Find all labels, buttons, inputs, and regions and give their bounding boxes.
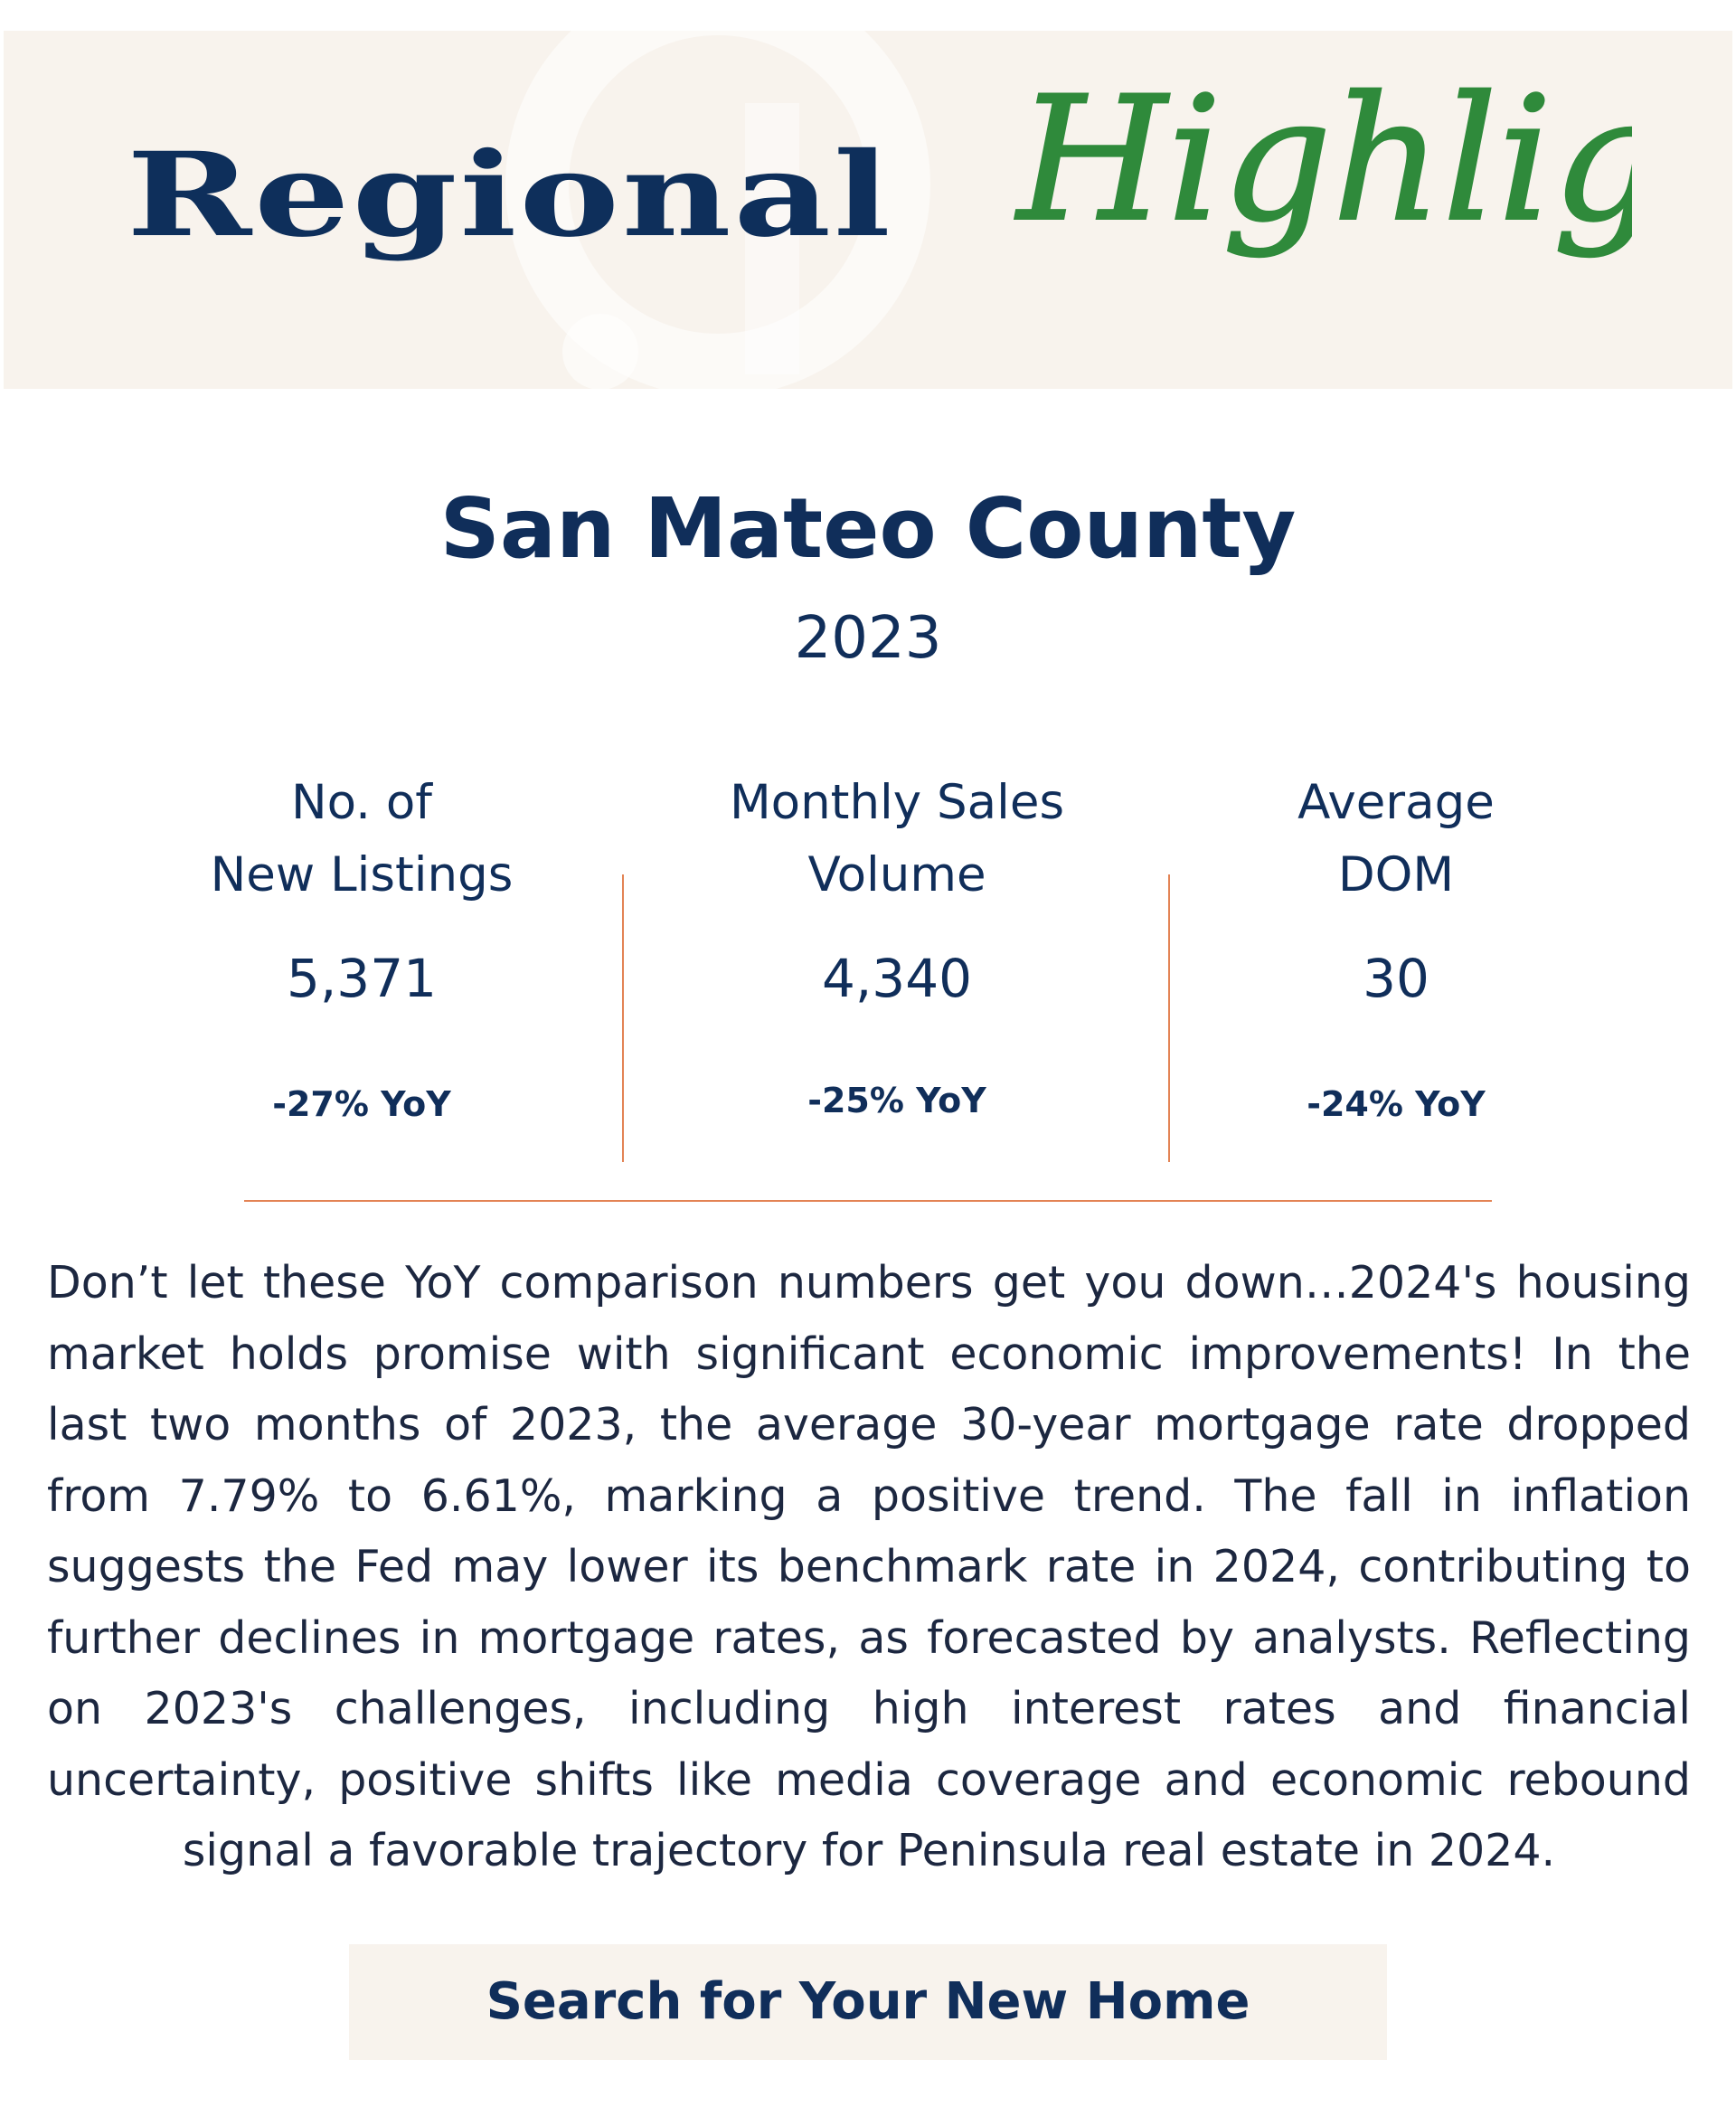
section-divider [244, 1200, 1492, 1202]
page-title: San Mateo County [439, 480, 1297, 577]
stat-new-listings: No. of New Listings 5,371 -27% YoY [108, 767, 615, 1127]
banner-regional-word: Regional [127, 128, 893, 263]
stat-yoy-change: -27% YoY [272, 1084, 451, 1124]
monogram-watermark-icon [505, 31, 930, 389]
column-divider [622, 874, 624, 1162]
report-year: 2023 [794, 605, 942, 672]
stat-label: Monthly Sales Volume [729, 775, 1065, 902]
column-divider [1168, 874, 1170, 1162]
stat-label: Average DOM [1297, 775, 1495, 902]
stat-average-dom: Average DOM 30 -24% YoY [1143, 767, 1649, 1127]
stat-value: 30 [1363, 948, 1429, 1009]
stat-label: No. of New Listings [210, 775, 514, 902]
banner-highlight-script: Highlight [1014, 59, 1632, 260]
search-new-home-button[interactable]: Search for Your New Home [349, 1944, 1387, 2060]
stat-yoy-change: -25% YoY [807, 1081, 986, 1120]
regional-highlight-banner: Regional [4, 31, 1732, 389]
market-summary-paragraph: Don’t let these YoY comparison numbers g… [47, 1257, 1691, 1876]
stat-yoy-change: -24% YoY [1307, 1084, 1486, 1124]
banner-script-text: Highlight [1014, 60, 1632, 260]
stat-monthly-sales-volume: Monthly Sales Volume 4,340 -25% YoY [644, 767, 1150, 1123]
stat-value: 4,340 [821, 948, 973, 1009]
stat-value: 5,371 [286, 948, 438, 1009]
